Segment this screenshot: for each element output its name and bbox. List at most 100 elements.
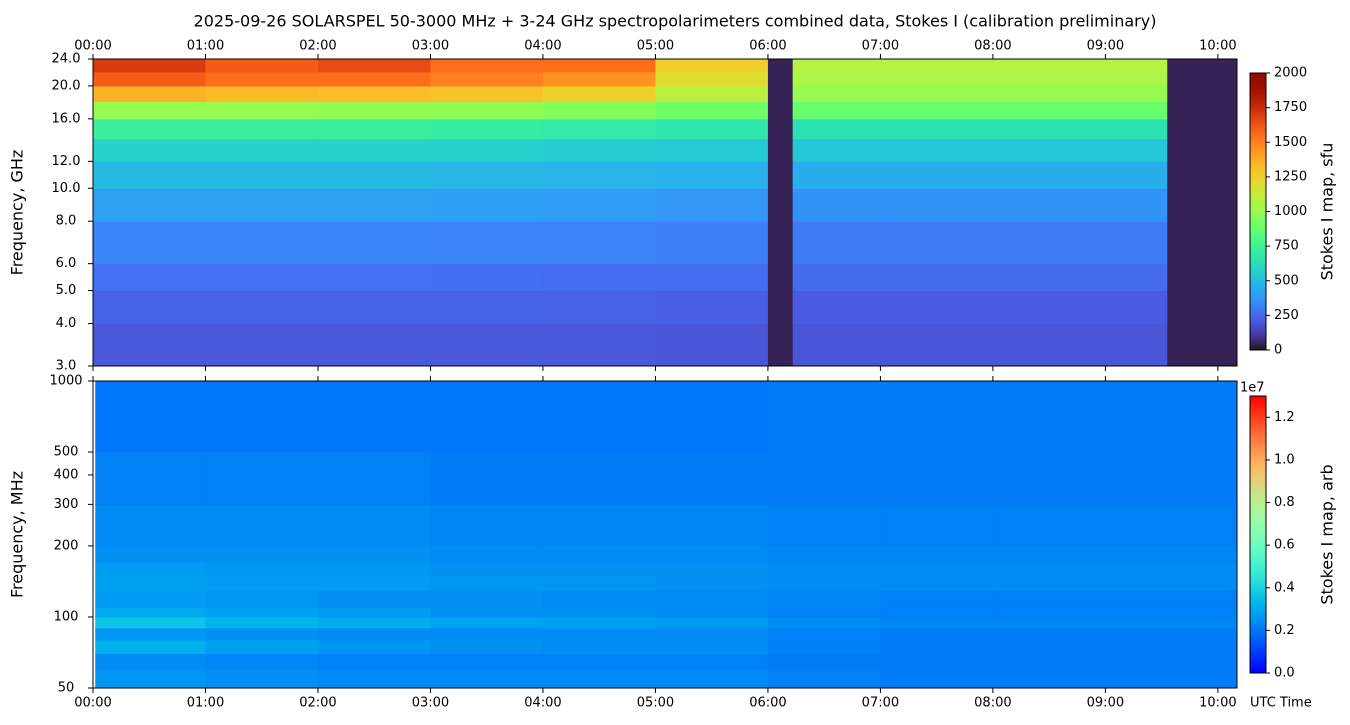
heatmap-cell xyxy=(992,669,1106,689)
heatmap-cell xyxy=(1105,616,1238,629)
heatmap-cell xyxy=(655,590,769,608)
heatmap-cell xyxy=(1105,221,1168,265)
heatmap-cell xyxy=(1105,118,1168,140)
heatmap-cell xyxy=(992,59,1106,73)
chart-title: 2025-09-26 SOLARSPEL 50-3000 MHz + 3-24 … xyxy=(194,12,1157,31)
heatmap-cell xyxy=(655,221,769,265)
heatmap-cell xyxy=(542,118,656,140)
heatmap-cell xyxy=(1167,71,1238,87)
heatmap-cell xyxy=(767,85,794,102)
heatmap-cell xyxy=(317,59,431,73)
heatmap-cell xyxy=(880,381,994,453)
heatmap-cell xyxy=(880,545,994,564)
heatmap-cell xyxy=(93,101,206,120)
x-tick-label: 01:00 xyxy=(187,39,224,54)
heatmap-cell xyxy=(1105,71,1168,87)
heatmap-cell xyxy=(430,545,544,564)
colorbar-tick-label: 1000 xyxy=(1274,204,1307,219)
heatmap-cell xyxy=(880,323,994,367)
heatmap-cell xyxy=(880,653,994,670)
heatmap-cell xyxy=(430,221,544,265)
heatmap-cell xyxy=(767,118,794,140)
heatmap-cell xyxy=(542,221,656,265)
x-tick-label: 02:00 xyxy=(299,696,336,711)
heatmap-cell xyxy=(655,669,769,689)
y-tick-label: 3.0 xyxy=(56,359,77,374)
heatmap-cell xyxy=(1167,59,1238,73)
colorbar xyxy=(1249,395,1267,674)
heatmap-cell xyxy=(317,161,431,189)
heatmap-cell xyxy=(542,575,656,591)
x-tick-label: 07:00 xyxy=(862,39,899,54)
heatmap-cell xyxy=(992,161,1106,189)
heatmap-cell xyxy=(95,639,206,655)
heatmap-cell xyxy=(1105,639,1238,655)
heatmap-cell xyxy=(430,616,544,629)
heatmap-cell xyxy=(992,627,1106,641)
heatmap-cell xyxy=(430,590,544,608)
heatmap-cell xyxy=(542,323,656,367)
heatmap-cell xyxy=(880,161,994,189)
heatmap-cell xyxy=(317,607,431,618)
heatmap-cell xyxy=(317,138,431,162)
heatmap-cell xyxy=(93,323,206,367)
heatmap-cell xyxy=(205,575,319,591)
heatmap-cell xyxy=(880,607,994,618)
heatmap-cell xyxy=(655,562,769,576)
heatmap-cell xyxy=(205,85,319,102)
heatmap-cell xyxy=(317,101,431,120)
x-tick-label: 04:00 xyxy=(524,696,561,711)
heatmap-cell xyxy=(430,452,544,505)
heatmap-cell xyxy=(767,101,794,120)
heatmap-cell xyxy=(205,290,319,325)
heatmap-cell xyxy=(205,381,319,453)
heatmap-cell xyxy=(317,323,431,367)
heatmap-cell xyxy=(1167,323,1238,367)
heatmap-cell xyxy=(430,85,544,102)
heatmap-cell xyxy=(430,562,544,576)
heatmap-cell xyxy=(205,669,319,689)
heatmap-cell xyxy=(430,71,544,87)
heatmap-cell xyxy=(792,101,881,120)
heatmap-cell xyxy=(542,71,656,87)
heatmap-cell xyxy=(880,221,994,265)
heatmap-cell xyxy=(1167,161,1238,189)
heatmap-cell xyxy=(205,59,319,73)
heatmap-cell xyxy=(542,653,656,670)
heatmap-cell xyxy=(317,452,431,505)
heatmap-cell xyxy=(95,669,206,689)
heatmap-cell xyxy=(1105,590,1238,608)
x-tick-label: 00:00 xyxy=(74,696,111,711)
heatmap-cell xyxy=(1105,669,1238,689)
heatmap-cell xyxy=(205,71,319,87)
heatmap-cell xyxy=(205,653,319,670)
heatmap-cell xyxy=(1105,101,1168,120)
heatmap-cell xyxy=(1167,290,1238,325)
x-tick-label: 06:00 xyxy=(749,696,786,711)
heatmap-cell xyxy=(430,669,544,689)
heatmap-cell xyxy=(93,138,206,162)
heatmap-cell xyxy=(542,161,656,189)
heatmap-cell xyxy=(655,575,769,591)
y-tick-label: 5.0 xyxy=(56,283,77,298)
heatmap-cell xyxy=(542,590,656,608)
y-tick-label: 20.0 xyxy=(52,78,81,93)
heatmap-cell xyxy=(880,590,994,608)
heatmap-cell xyxy=(655,504,769,547)
colorbar-tick-label: 0.0 xyxy=(1274,666,1295,681)
heatmap-cell xyxy=(205,545,319,564)
heatmap-cell xyxy=(205,590,319,608)
heatmap-cell xyxy=(767,161,794,189)
colorbar-tick-label: 0.4 xyxy=(1274,580,1295,595)
heatmap-cell xyxy=(655,71,769,87)
heatmap-cell xyxy=(430,161,544,189)
heatmap-cell xyxy=(880,290,994,325)
heatmap-cell xyxy=(1105,545,1238,564)
heatmap-cell xyxy=(767,575,881,591)
heatmap-cell xyxy=(655,290,769,325)
heatmap-cell xyxy=(205,504,319,547)
heatmap-cell xyxy=(1105,575,1238,591)
heatmap-cell xyxy=(992,263,1106,292)
heatmap-cell xyxy=(430,627,544,641)
heatmap-cell xyxy=(93,263,206,292)
